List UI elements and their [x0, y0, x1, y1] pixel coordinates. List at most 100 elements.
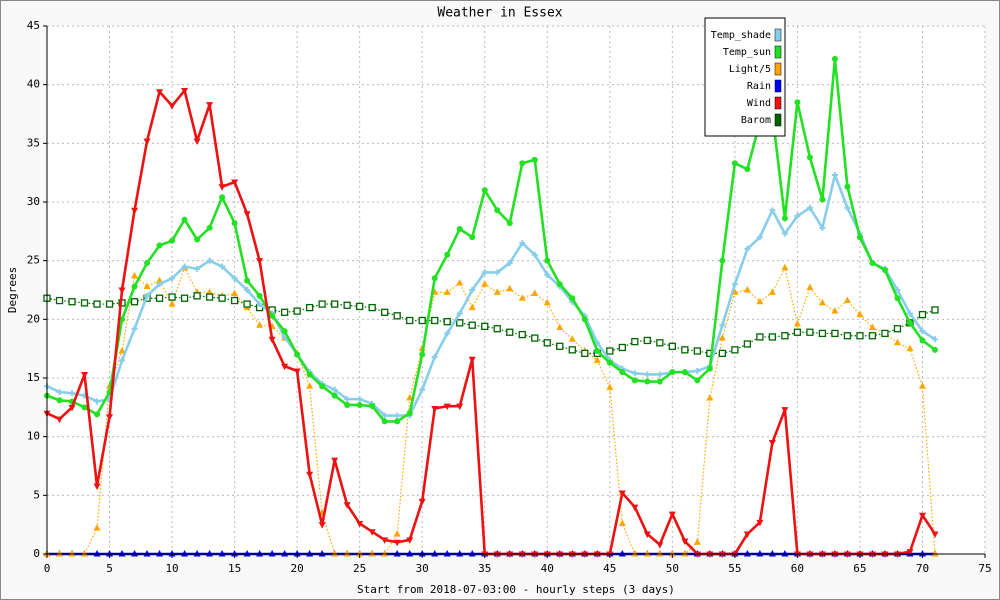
point — [681, 369, 688, 376]
point — [719, 257, 726, 264]
point — [881, 267, 888, 274]
point — [556, 551, 564, 558]
point — [843, 296, 851, 304]
point — [631, 370, 638, 377]
point — [456, 310, 463, 317]
point — [143, 138, 151, 145]
point — [431, 406, 439, 413]
point — [69, 390, 76, 397]
point — [794, 99, 801, 106]
point — [156, 89, 164, 96]
point — [693, 551, 701, 558]
point — [469, 234, 476, 241]
point — [519, 240, 526, 247]
point — [844, 183, 851, 190]
y-tick-label: 40 — [27, 78, 40, 91]
x-tick-label: 55 — [728, 562, 741, 575]
x-tick-label: 0 — [44, 562, 51, 575]
point — [818, 551, 826, 558]
x-tick-label: 25 — [353, 562, 366, 575]
point — [468, 321, 476, 329]
point — [131, 207, 139, 215]
point — [793, 328, 802, 336]
point — [644, 378, 651, 385]
point — [168, 293, 176, 301]
axes: 0 5 10 15 20 25 30 35 40 45 0 5 10 15 20 25 30 35 40 45 50 55… — [27, 19, 992, 575]
point — [81, 404, 88, 411]
point — [893, 338, 901, 346]
point — [918, 512, 926, 520]
point — [194, 236, 201, 243]
point — [568, 346, 576, 354]
point — [281, 328, 288, 335]
point — [881, 551, 889, 558]
point — [869, 260, 876, 267]
point — [243, 211, 251, 218]
legend-swatch — [774, 28, 782, 42]
point — [343, 502, 351, 509]
point — [819, 196, 826, 203]
point — [744, 166, 751, 173]
point — [368, 550, 376, 557]
point — [918, 382, 926, 389]
point — [194, 265, 201, 272]
point — [193, 550, 201, 557]
point — [931, 531, 939, 539]
point — [319, 383, 326, 390]
point — [119, 357, 126, 364]
point — [618, 519, 626, 526]
point — [656, 542, 664, 549]
point — [269, 312, 276, 319]
point — [481, 187, 488, 194]
point — [743, 286, 751, 293]
point — [68, 404, 76, 412]
point — [731, 346, 739, 354]
point — [431, 316, 439, 325]
point — [181, 216, 188, 223]
point — [856, 332, 864, 340]
point — [256, 301, 263, 308]
point — [206, 257, 213, 264]
point — [531, 551, 539, 558]
point — [843, 551, 851, 558]
x-tick-label: 45 — [603, 562, 616, 575]
x-tick-label: 35 — [478, 562, 491, 575]
point — [806, 204, 813, 211]
point — [793, 320, 801, 327]
y-tick-label: 25 — [27, 254, 40, 267]
point — [906, 344, 914, 352]
point — [669, 369, 676, 376]
point — [193, 138, 201, 145]
point — [718, 349, 727, 358]
point — [280, 308, 289, 316]
point — [168, 103, 176, 110]
point — [543, 339, 551, 347]
point — [768, 550, 776, 557]
point — [144, 260, 151, 267]
point — [619, 369, 626, 376]
point — [531, 334, 539, 342]
point — [443, 550, 451, 557]
point — [581, 349, 589, 358]
point — [305, 303, 314, 312]
point — [656, 339, 664, 347]
point — [593, 551, 601, 558]
point — [756, 519, 764, 527]
legend-label: Temp_shade — [711, 30, 771, 41]
x-tick-label: 10 — [165, 562, 178, 575]
point — [931, 346, 938, 353]
point — [56, 416, 64, 424]
point — [656, 550, 664, 557]
point — [406, 537, 414, 544]
point — [743, 531, 751, 539]
point — [418, 550, 426, 557]
point — [531, 156, 538, 163]
point — [243, 550, 251, 557]
y-tick-label: 10 — [27, 430, 40, 443]
point — [556, 342, 564, 350]
point — [568, 335, 576, 342]
point — [693, 347, 701, 355]
point — [893, 551, 901, 558]
point — [856, 310, 864, 318]
